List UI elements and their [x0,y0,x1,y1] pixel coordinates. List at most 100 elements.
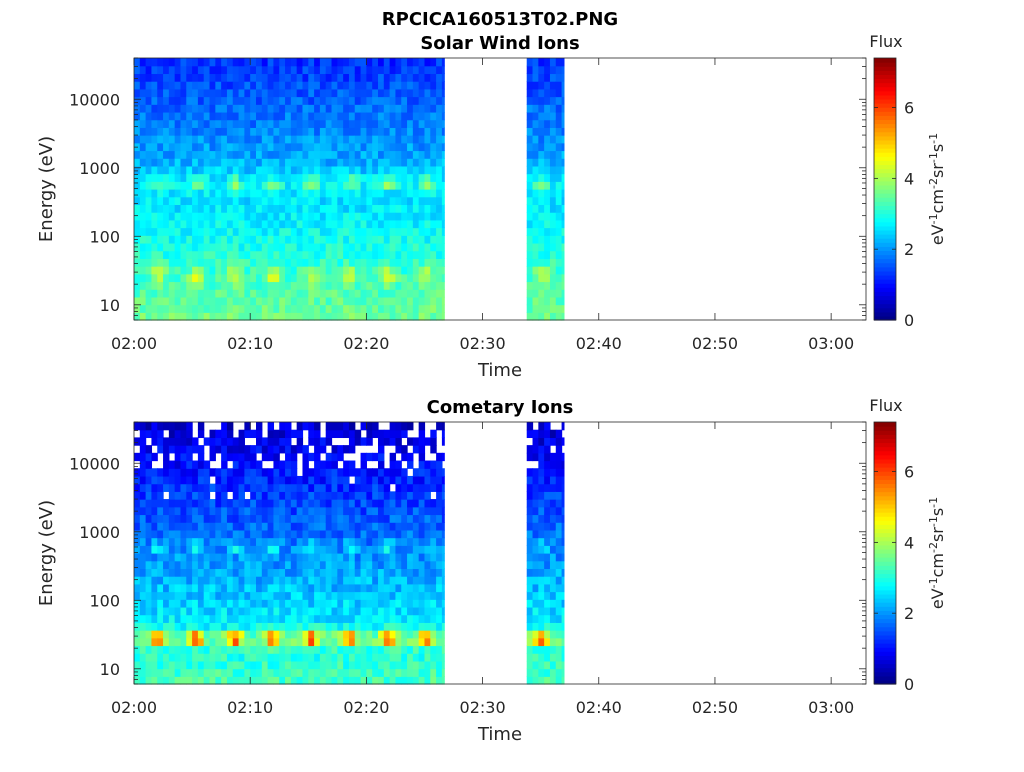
spectrogram-cell [267,468,275,477]
spectrogram-cell [354,653,362,662]
spectrogram-cell [308,273,315,283]
spectrogram-cell [209,219,216,229]
spectrogram-cell [418,568,426,577]
spectrogram-cell [372,289,379,298]
spectrogram-cell [261,445,269,454]
spectrogram-cell [215,111,222,121]
spectrogram-cell [221,227,228,236]
spectrogram-cell [151,104,158,113]
spectrogram-cell [256,73,263,82]
spectrogram-cell [561,58,565,67]
spectrogram-cell [290,637,298,647]
spectrogram-cell [378,312,385,321]
spectrogram-cell [401,119,408,128]
spectrogram-cell [256,212,263,221]
spectrogram-cell [261,560,269,570]
spectrogram-cell [203,553,211,562]
spectrogram-cell [337,135,344,144]
spectrogram-cell [555,258,563,267]
spectrogram-cell [186,104,193,113]
spectrogram-cell [532,289,539,298]
spectrogram-cell [549,289,557,298]
spectrogram-cell [389,553,397,562]
spectrogram-cell [145,304,153,313]
spectrogram-cell [180,637,187,647]
spectrogram-cell [168,189,176,198]
spectrogram-cell [267,591,275,600]
spectrogram-cell [424,212,431,221]
spectrogram-cell [197,150,205,159]
spectrogram-cell [430,81,437,90]
spectrogram-cell [203,250,211,259]
spectrogram-cell [238,212,245,221]
spectrogram-cell [244,65,251,75]
spectrogram-cell [232,58,240,67]
spectrogram-cell [273,460,280,469]
spectrogram-cell [226,606,234,616]
spectrogram-cell [256,119,263,128]
spectrogram-cell [221,668,228,677]
spectrogram-cell [383,553,391,562]
colorbar-units: eV-1cm-2sr-1s-1 [927,133,948,245]
spectrogram-cell [526,522,534,531]
spectrogram-cell [232,250,240,259]
spectrogram-cell [526,58,534,67]
spectrogram-cell [366,73,373,82]
spectrogram-cell [145,127,153,136]
spectrogram-cell [331,219,338,229]
spectrogram-cell [314,127,321,136]
spectrogram-cell [296,173,304,182]
spectrogram-cell [378,104,385,113]
spectrogram-cell [337,637,344,647]
spectrogram-cell [290,583,298,593]
spectrogram-cell [314,591,321,600]
spectrogram-cell [285,475,292,485]
spectrogram-cell [331,111,338,121]
spectrogram-cell [314,235,321,244]
spectrogram-cell [561,506,565,516]
spectrogram-cell [180,583,187,593]
spectrogram-cell [232,591,240,600]
colorbar-swatch [874,483,896,489]
spectrogram-cell [174,104,182,113]
spectrogram-cell [555,576,563,585]
spectrogram-cell [157,281,164,290]
spectrogram-cell [549,135,557,144]
spectrogram-cell [285,653,292,662]
spectrogram-cell [238,281,245,290]
spectrogram-cell [372,242,379,252]
colorbar-swatch [874,184,896,190]
spectrogram-cell [203,235,211,244]
spectrogram-cell [360,65,367,75]
spectrogram-cell [221,468,228,477]
spectrogram-cell [407,296,414,306]
spectrogram-cell [430,514,437,523]
spectrogram-cell [244,483,251,492]
spectrogram-cell [325,560,333,570]
spectrogram-cell [319,88,327,98]
spectrogram-cell [348,560,356,570]
spectrogram-cell [354,81,362,90]
spectrogram-cell [215,576,222,585]
spectrogram-cell [401,173,408,182]
spectrogram-cell [407,583,414,593]
spectrogram-cell [378,81,385,90]
spectrogram-cell [163,637,170,647]
spectrogram-cell [238,460,245,469]
spectrogram-cell [215,104,222,113]
spectrogram-cell [197,537,205,546]
spectrogram-cell [319,250,327,259]
spectrogram-cell [168,529,176,539]
spectrogram-cell [430,219,437,229]
spectrogram-cell [226,591,234,600]
spectrogram-cell [221,250,228,259]
spectrogram-cell [526,88,534,98]
spectrogram-cell [418,250,426,259]
spectrogram-cell [424,96,431,105]
spectrogram-cell [538,235,545,244]
spectrogram-cell [395,158,402,167]
spectrogram-cell [314,81,321,90]
spectrogram-cell [232,219,240,229]
spectrogram-cell [354,599,362,608]
spectrogram-cell [430,676,437,685]
